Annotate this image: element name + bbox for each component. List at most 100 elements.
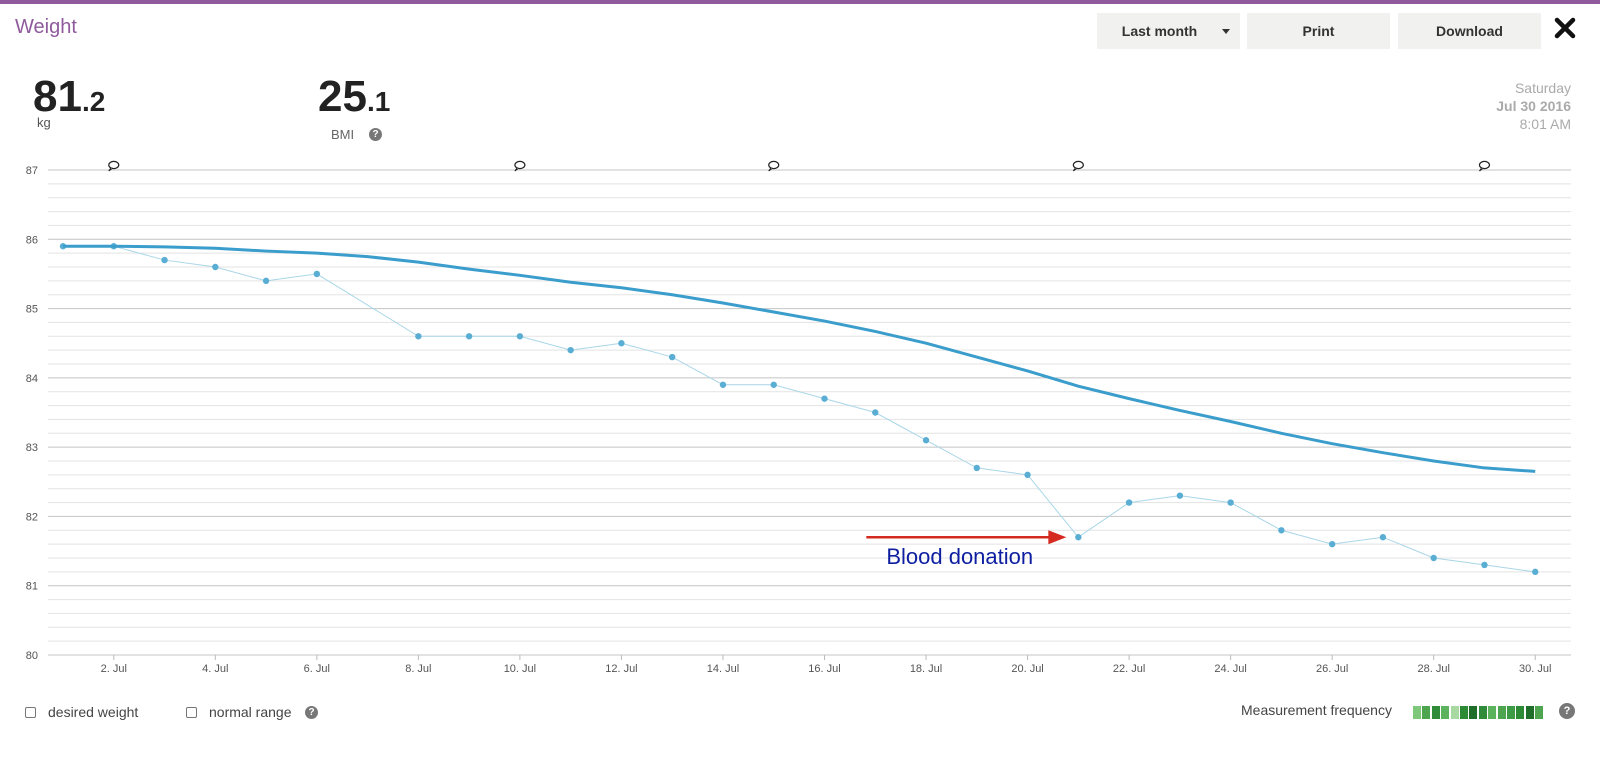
frequency-cell: [1459, 706, 1468, 719]
measurement-point: [1278, 527, 1285, 534]
measurement-point: [973, 464, 980, 472]
measurement-point: [1379, 534, 1387, 541]
desired-weight-toggle[interactable]: desired weight: [25, 704, 138, 720]
x-tick-label: 14. Jul: [707, 663, 739, 675]
frequency-cell: [1516, 706, 1525, 719]
x-tick-label: 18. Jul: [910, 663, 942, 675]
download-button[interactable]: Download: [1398, 13, 1541, 49]
measurement-point: [313, 270, 321, 278]
x-tick-label: 20. Jul: [1011, 663, 1043, 675]
desired-weight-label: desired weight: [48, 704, 139, 720]
measurement-point: [567, 346, 574, 354]
weight-decimal: .2: [81, 86, 106, 117]
frequency-cell: [1506, 706, 1515, 719]
normal-range-checkbox[interactable]: [186, 706, 197, 718]
period-select-label: Last month: [1121, 23, 1198, 39]
measurement-point: [1481, 561, 1488, 569]
close-icon[interactable]: [1553, 16, 1577, 40]
x-tick-label: 8. Jul: [405, 663, 431, 675]
bmi-label: BMI: [331, 127, 355, 142]
x-tick-label: 6. Jul: [304, 663, 330, 675]
measurement-point: [1024, 471, 1031, 479]
frequency-cell: [1431, 706, 1440, 719]
measurement-point: [1075, 534, 1082, 541]
measurement-frequency-label: Measurement frequency: [1241, 702, 1392, 718]
normal-range-label: normal range: [209, 704, 292, 720]
y-tick-label: 87: [26, 165, 38, 177]
measurement-frequency-bar: [1413, 706, 1544, 719]
x-tick-label: 28. Jul: [1417, 663, 1449, 675]
measurement-point: [821, 395, 828, 402]
frequency-cell: [1525, 706, 1534, 719]
x-tick-label: 26. Jul: [1316, 663, 1348, 675]
measurement-point: [719, 381, 727, 388]
y-tick-label: 82: [26, 511, 38, 523]
y-tick-label: 80: [26, 650, 38, 662]
bmi-integer: 25: [318, 72, 367, 121]
note-marker-icon: [768, 160, 780, 172]
y-tick-label: 81: [26, 581, 38, 593]
measurement-point: [1328, 540, 1336, 548]
measurement-point: [922, 437, 930, 444]
frequency-cell: [1535, 706, 1544, 719]
bmi-decimal: .1: [366, 86, 391, 117]
weight-value: 81.2: [33, 72, 105, 122]
measurement-point: [872, 409, 879, 416]
measurement-point: [161, 256, 168, 264]
measurement-point: [262, 277, 270, 285]
x-tick-label: 4. Jul: [202, 663, 228, 675]
date-weekday: Saturday: [1514, 80, 1571, 96]
measurement-point: [669, 353, 676, 361]
measurement-point: [1532, 568, 1539, 576]
y-tick-label: 84: [26, 373, 38, 385]
measurement-date: Saturday Jul 30 2016 8:01 AM: [1496, 79, 1571, 133]
frequency-cell: [1469, 706, 1478, 719]
y-tick-label: 86: [26, 234, 38, 246]
frequency-cell: [1422, 706, 1431, 719]
measurement-point: [516, 333, 524, 340]
weight-integer: 81: [33, 72, 82, 121]
measurement-point: [770, 381, 777, 388]
measurement-point: [415, 333, 422, 340]
desired-weight-checkbox[interactable]: [25, 706, 36, 718]
range-help-icon[interactable]: ?: [305, 706, 318, 719]
measurement-point: [212, 263, 219, 271]
bmi-value: 25.1: [318, 72, 390, 122]
caret-down-icon: [1222, 29, 1230, 34]
frequency-cell: [1497, 706, 1506, 719]
period-select[interactable]: Last month: [1097, 13, 1240, 49]
page-title: Weight: [15, 16, 77, 38]
print-button[interactable]: Print: [1247, 13, 1390, 49]
x-tick-label: 2. Jul: [101, 663, 127, 675]
measurement-point: [1227, 499, 1234, 506]
note-marker-icon: [1072, 160, 1084, 172]
measurement-point: [1430, 554, 1437, 562]
x-tick-label: 22. Jul: [1113, 663, 1145, 675]
normal-range-toggle[interactable]: normal range: [186, 704, 292, 720]
y-tick-label: 85: [26, 304, 38, 316]
frequency-cell: [1413, 706, 1421, 719]
measurement-point: [1125, 499, 1133, 506]
frequency-help-icon[interactable]: ?: [1559, 703, 1575, 719]
measurement-point: [465, 333, 473, 340]
top-accent-bar: [0, 0, 1600, 4]
measurement-point: [618, 340, 625, 347]
measurement-point: [1176, 492, 1184, 499]
annotation-arrowhead: [1048, 530, 1067, 545]
x-tick-label: 30. Jul: [1519, 663, 1551, 675]
frequency-cell: [1488, 706, 1497, 719]
note-marker-icon: [514, 160, 526, 172]
frequency-cell: [1478, 706, 1487, 719]
x-tick-label: 10. Jul: [504, 663, 536, 675]
date-day: Jul 30 2016: [1496, 98, 1571, 114]
x-tick-label: 24. Jul: [1214, 663, 1246, 675]
x-tick-label: 12. Jul: [605, 663, 637, 675]
date-time: 8:01 AM: [1519, 116, 1571, 132]
frequency-cell: [1441, 706, 1450, 719]
bmi-help-icon[interactable]: ?: [369, 128, 382, 141]
annotation-label: Blood donation: [886, 544, 1033, 569]
y-tick-label: 83: [26, 442, 38, 454]
x-tick-label: 16. Jul: [808, 663, 840, 675]
note-marker-icon: [1478, 160, 1491, 172]
trend-line: [63, 244, 1536, 473]
